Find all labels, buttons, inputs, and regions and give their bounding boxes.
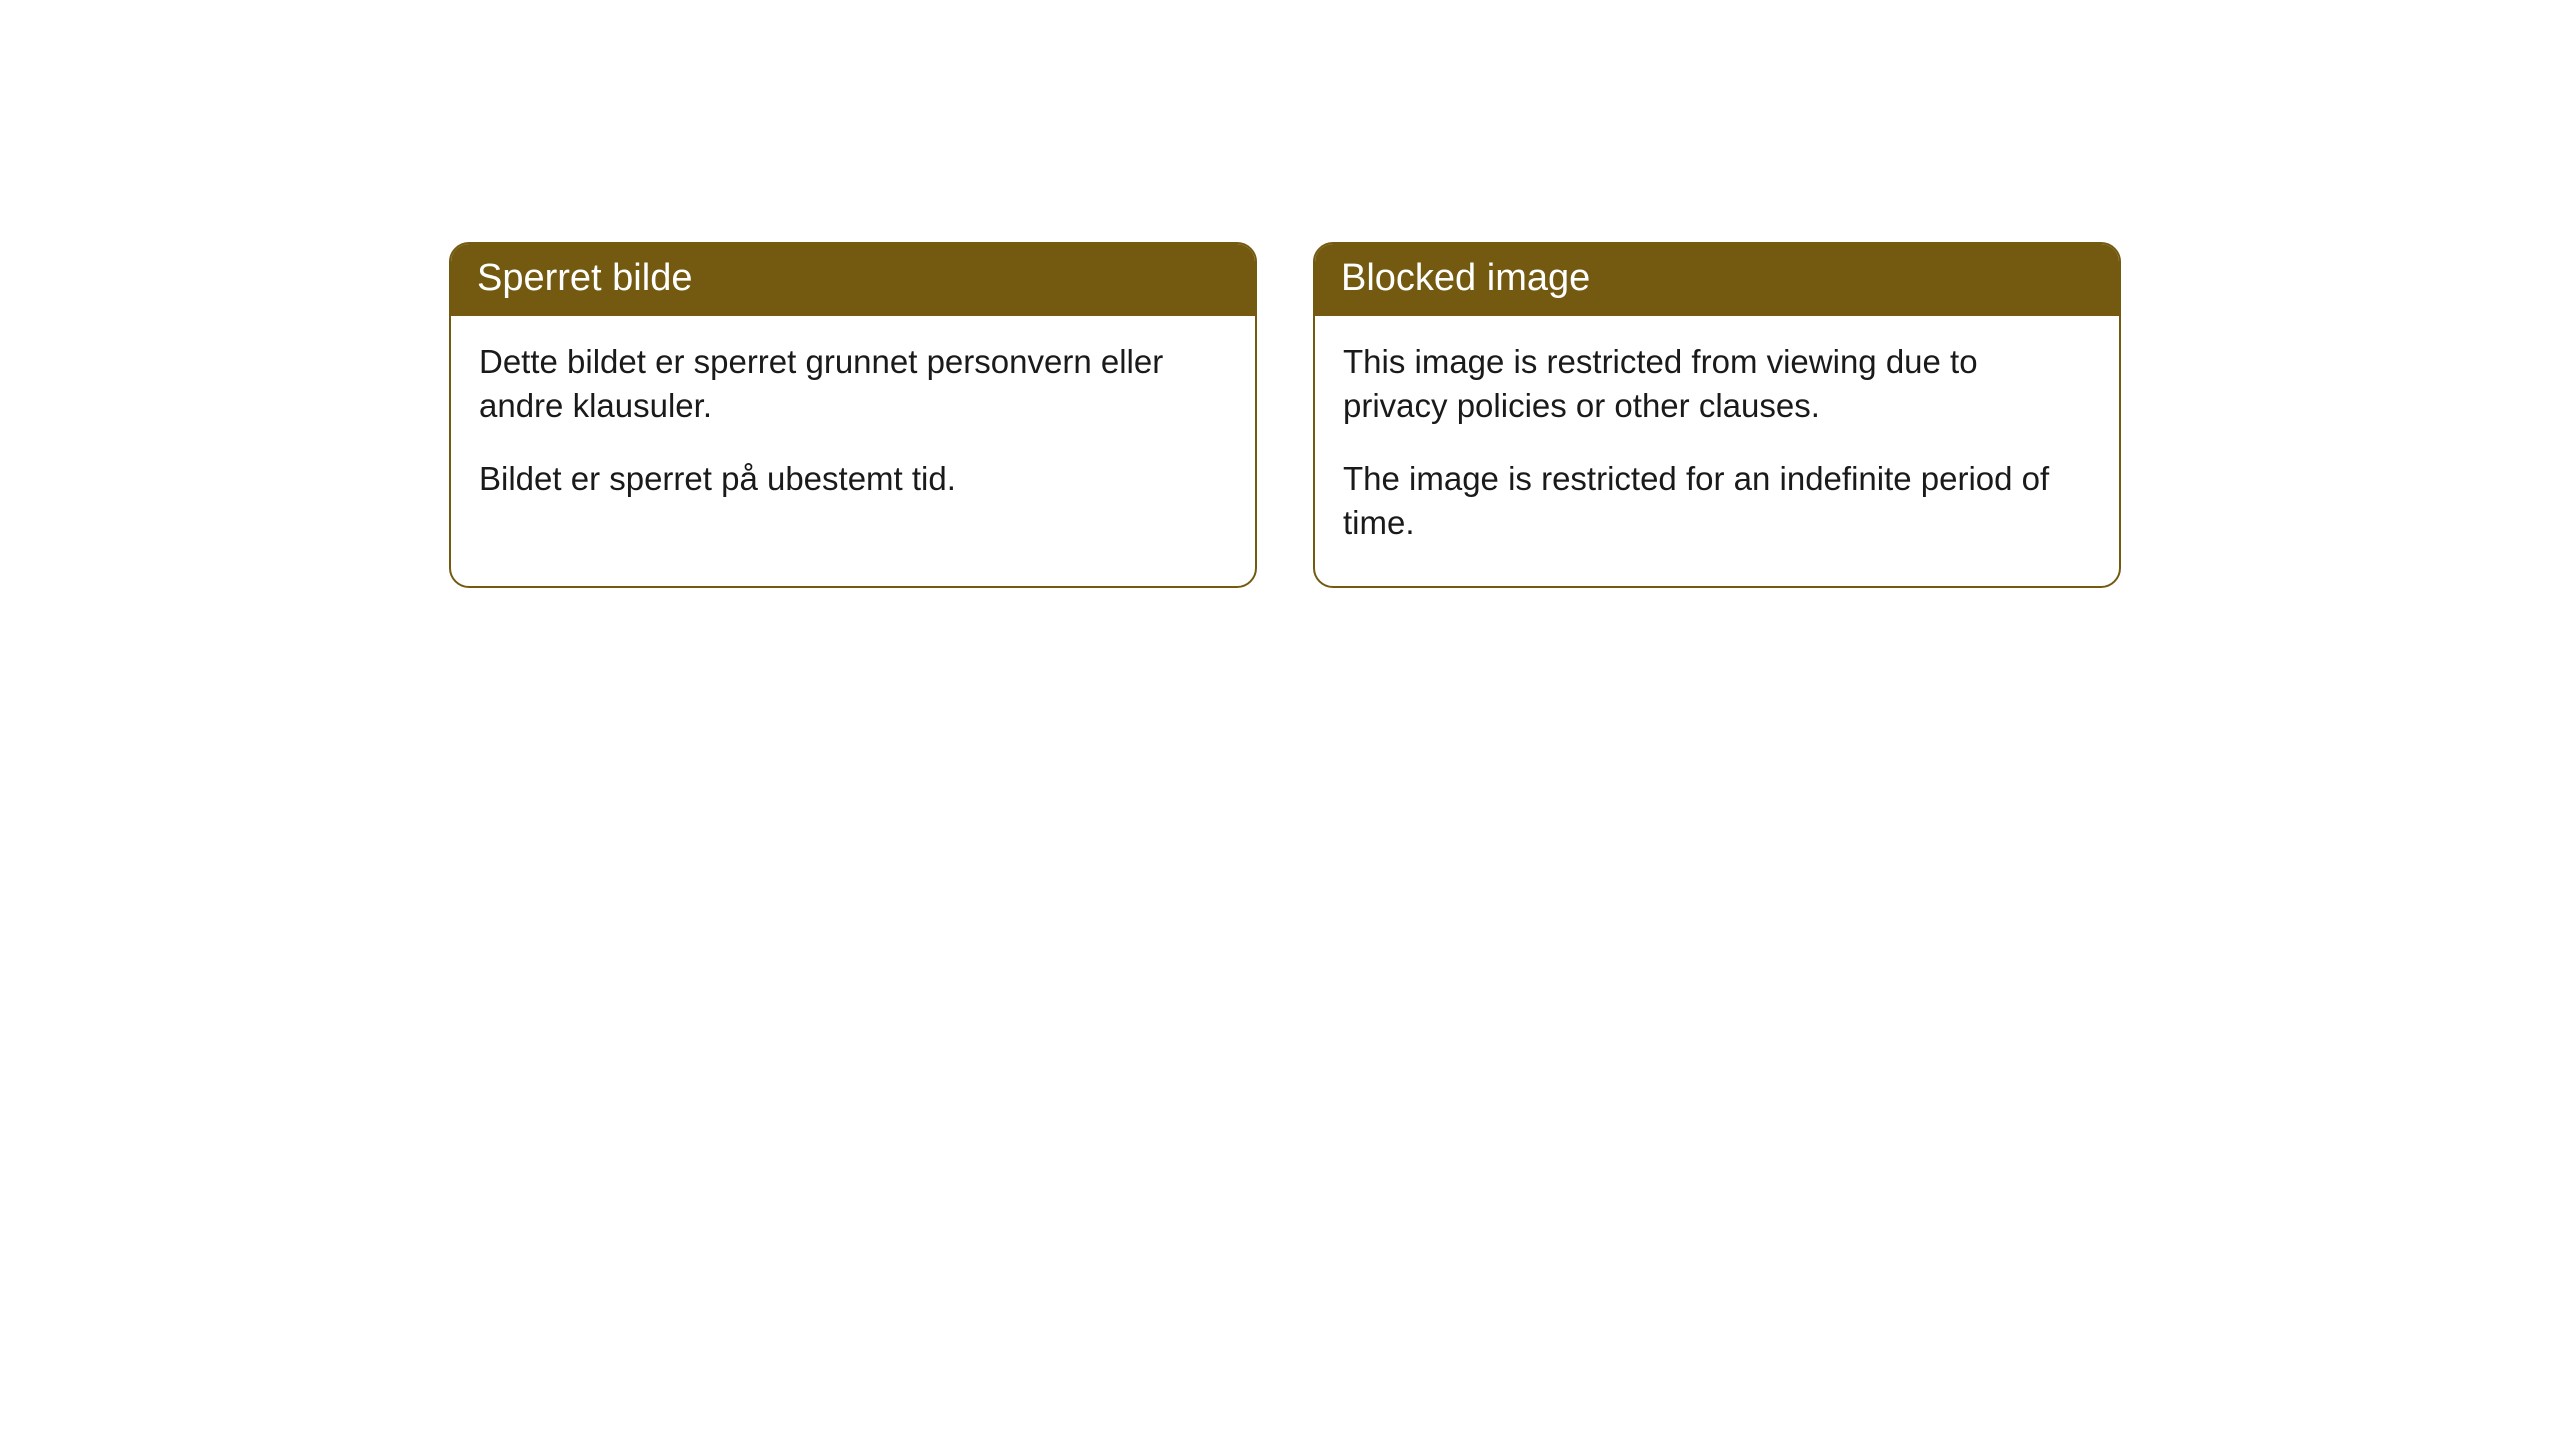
card-body-no: Dette bildet er sperret grunnet personve…: [451, 316, 1255, 542]
card-header-en: Blocked image: [1315, 244, 2119, 316]
card-header-no: Sperret bilde: [451, 244, 1255, 316]
notice-cards-container: Sperret bilde Dette bildet er sperret gr…: [0, 0, 2560, 588]
notice-text-no-1: Dette bildet er sperret grunnet personve…: [479, 340, 1227, 429]
notice-text-en-1: This image is restricted from viewing du…: [1343, 340, 2091, 429]
notice-text-no-2: Bildet er sperret på ubestemt tid.: [479, 457, 1227, 502]
blocked-image-card-en: Blocked image This image is restricted f…: [1313, 242, 2121, 588]
blocked-image-card-no: Sperret bilde Dette bildet er sperret gr…: [449, 242, 1257, 588]
notice-text-en-2: The image is restricted for an indefinit…: [1343, 457, 2091, 546]
card-body-en: This image is restricted from viewing du…: [1315, 316, 2119, 586]
